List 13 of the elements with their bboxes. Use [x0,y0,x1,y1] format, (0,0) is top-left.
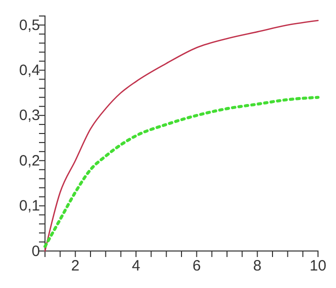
line-series [44,20,319,252]
x-tick-label: 6 [192,258,201,275]
y-tick-label: 0,3 [19,107,40,124]
x-tick-label: 4 [132,258,140,275]
y-tick-label: 0,2 [19,152,40,170]
y-tick-label: 0,1 [19,198,40,215]
x-tick-label: 10 [310,258,326,275]
line-series [44,96,320,248]
x-tick-label: 8 [253,258,262,275]
y-tick-label: 0,5 [19,16,40,34]
x-tick-label: 2 [71,258,80,275]
y-tick-label: 0,4 [19,62,40,80]
y-tick-label: 0 [32,242,40,260]
